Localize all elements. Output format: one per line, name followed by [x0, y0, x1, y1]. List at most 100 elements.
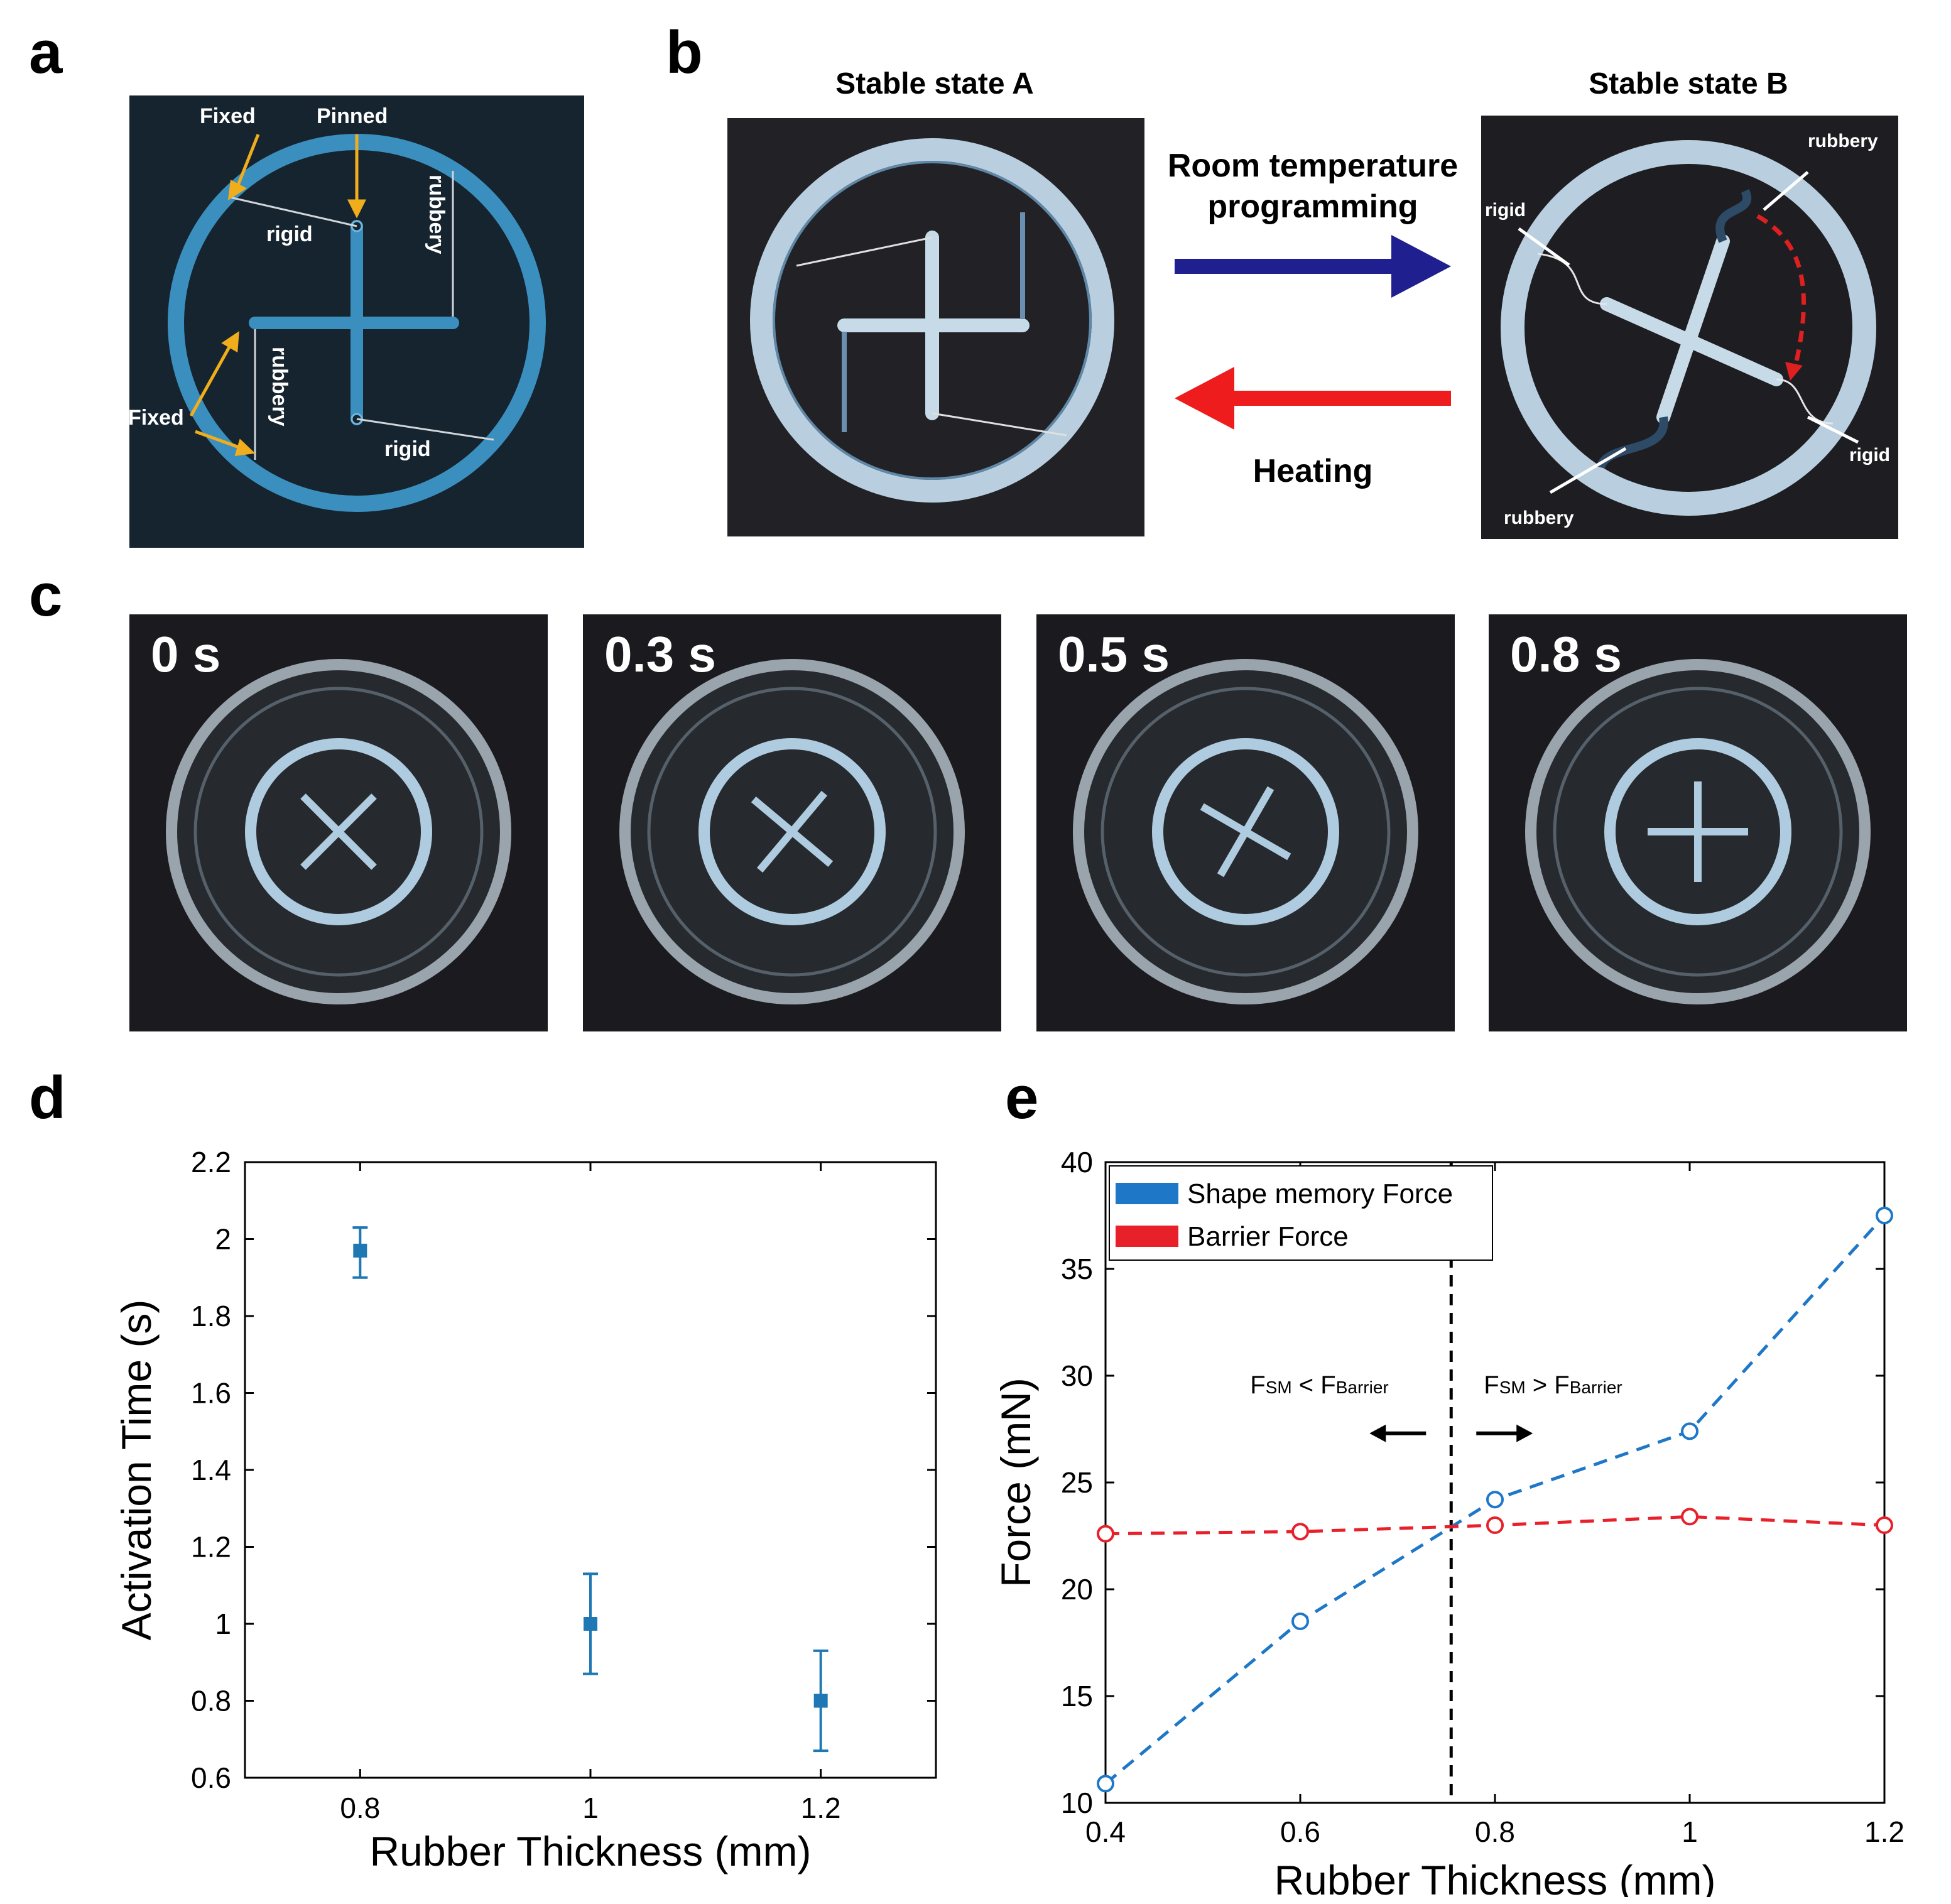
- y-axis-label: Force (mN): [992, 1378, 1039, 1587]
- legend-swatch: [1116, 1226, 1178, 1247]
- y-tick-label: 10: [1061, 1787, 1093, 1819]
- photo-b-labels: rubbery rigid rigid rubbery: [1485, 131, 1890, 528]
- cross-arm-2: [756, 790, 828, 873]
- rigid-link-top: [229, 196, 357, 227]
- arrow-left-head: [1369, 1424, 1386, 1442]
- label-fixed-left: Fixed: [129, 406, 184, 430]
- device-cross: [751, 790, 834, 873]
- device-b-rigid-left: [1537, 253, 1607, 305]
- series-0-point: [1291, 1613, 1309, 1630]
- y-tick-label: 0.8: [191, 1685, 231, 1717]
- plot-frame: [1104, 1161, 1886, 1804]
- x-tick-label: 0.4: [1085, 1815, 1126, 1848]
- time-label: 0.5 s: [1058, 626, 1170, 682]
- annotation-subscript: Barrier: [1570, 1378, 1622, 1397]
- data-point: [813, 1694, 828, 1708]
- frame-0-svg: [166, 659, 511, 1004]
- annotation-text: < F: [1292, 1371, 1336, 1399]
- y-tick-label: 1.8: [191, 1300, 231, 1332]
- y-tick-label: 20: [1061, 1573, 1093, 1606]
- arrow-fixed-top: [234, 134, 260, 190]
- label-pinned: Pinned: [317, 104, 388, 128]
- photo-stable-state-a: [727, 118, 1144, 536]
- panel-letter-b: b: [666, 19, 703, 86]
- label-rigid-bottom: rigid: [384, 437, 431, 461]
- y-tick-label: 40: [1061, 1146, 1093, 1178]
- forward-arrow: [1175, 235, 1451, 298]
- device-a-ring: [750, 138, 1114, 503]
- y-tick-label: 1.2: [191, 1531, 231, 1564]
- arrow-head-fixed-left-down: [234, 438, 256, 456]
- chart-e: 10 15 20 25 30 35 40 0.4 0.6 0.8 1 1.2 Rubber Thickn…: [992, 1146, 1905, 1897]
- x-axis-label: Rubber Thickness (mm): [1274, 1857, 1716, 1897]
- legend-swatch: [1116, 1183, 1178, 1204]
- x-tick-label: 1: [582, 1792, 599, 1824]
- pointer-rubbery-top: [1763, 171, 1809, 211]
- state-a-title: Stable state A: [835, 67, 1034, 101]
- series-1-point: [1097, 1525, 1114, 1543]
- photo-a-svg: [750, 138, 1114, 503]
- schematic-labels: Fixed Pinned rigid rubbery Fixed rubbery…: [128, 104, 448, 461]
- rigid-link-bottom: [356, 418, 494, 441]
- frame-2: 0.5 s: [1036, 614, 1455, 1031]
- x-axis-label: Rubber Thickness (mm): [370, 1828, 812, 1874]
- device-ring: [1152, 738, 1339, 925]
- panel-a-schematic: Fixed Pinned rigid rubbery Fixed rubbery…: [128, 95, 584, 548]
- series-1-point: [1291, 1523, 1309, 1541]
- photo-b-svg: rubbery rigid rigid rubbery: [1485, 131, 1890, 528]
- forward-label-line1: Room temperature: [1167, 148, 1459, 184]
- annotation-left: FSM < FBarrier: [1250, 1371, 1388, 1399]
- y-tick-label: 35: [1061, 1253, 1093, 1285]
- pointer-rubbery-bottom: [1549, 447, 1627, 494]
- reverse-arrow-head: [1175, 367, 1234, 430]
- dish-inner: [193, 687, 484, 977]
- label-rigid-top: rigid: [266, 222, 313, 246]
- panel-letter-d: d: [29, 1064, 66, 1131]
- panel-letter-a: a: [29, 19, 63, 86]
- x-tick-label: 0.8: [1475, 1815, 1515, 1848]
- series-0-point: [1486, 1491, 1504, 1509]
- y-tick-label: 0.6: [191, 1761, 231, 1794]
- device-b-rigid-right: [1776, 378, 1834, 425]
- label-b-rigid-left: rigid: [1485, 200, 1526, 220]
- device-b-rubbery-bottom: [1596, 416, 1668, 469]
- panel-letter-e: e: [1005, 1064, 1039, 1131]
- device-cross: [300, 793, 377, 870]
- annotation-subscript: SM: [1266, 1378, 1292, 1397]
- frame-1: 0.3 s: [583, 614, 1001, 1031]
- legend-label: Shape memory Force: [1187, 1178, 1453, 1209]
- y-tick-label: 15: [1061, 1680, 1093, 1712]
- frame-1-svg: [619, 659, 965, 1004]
- device-a-rigid-2: [932, 412, 1067, 437]
- y-tick-label: 25: [1061, 1466, 1093, 1499]
- data-point: [584, 1617, 597, 1631]
- reverse-arrow: [1175, 367, 1451, 430]
- device-b-dashed-arrow-head: [1785, 362, 1803, 381]
- time-label: 0.3 s: [604, 626, 716, 682]
- label-rubbery-left: rubbery: [268, 347, 291, 427]
- dish-inner: [1553, 687, 1843, 977]
- chart-d: 0.6 0.8 1 1.2 1.4 1.6 1.8 2 2.2 0.8 1 1.2 Rubber Thi…: [113, 1146, 937, 1874]
- device-cross: [1200, 786, 1291, 878]
- y-axis-label: Activation Time (s): [113, 1300, 160, 1641]
- pointer-rigid-right: [1807, 415, 1859, 444]
- label-b-rigid-right: rigid: [1849, 445, 1890, 465]
- label-b-rubbery-top: rubbery: [1808, 131, 1878, 151]
- series-1-point: [1486, 1516, 1504, 1534]
- schematic-svg: Fixed Pinned rigid rubbery Fixed rubbery…: [128, 95, 584, 548]
- arrow-fixed-left-up: [189, 342, 233, 417]
- series-1-point: [1681, 1508, 1698, 1526]
- cross-arm-2: [300, 793, 377, 870]
- series-0-point: [1876, 1207, 1893, 1224]
- device-b-ring: [1501, 140, 1876, 516]
- frame-0: 0 s: [129, 614, 548, 1031]
- device-ring: [698, 738, 886, 925]
- y-tick-label: 1.4: [191, 1454, 231, 1486]
- time-label: 0.8 s: [1510, 626, 1622, 682]
- series-0-point: [1097, 1775, 1114, 1793]
- device-ring: [1604, 738, 1791, 925]
- device-b-rubbery-top: [1715, 188, 1752, 243]
- arrow-fixed-left-down: [195, 430, 243, 450]
- y-tick-label: 1: [215, 1608, 231, 1640]
- photo-stable-state-b: rubbery rigid rigid rubbery: [1481, 116, 1898, 539]
